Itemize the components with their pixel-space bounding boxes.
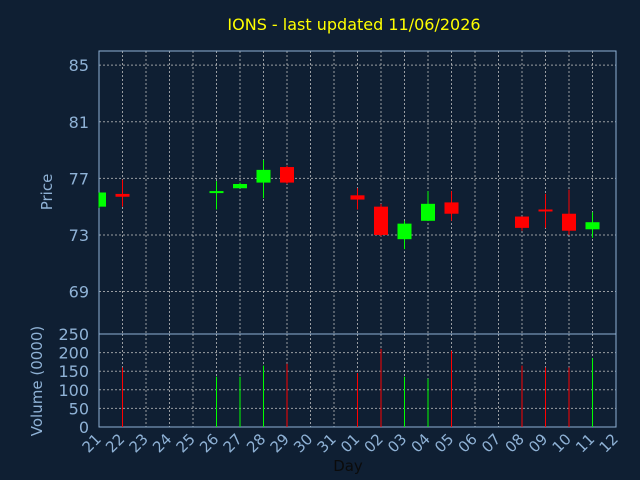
candle-body: [233, 184, 247, 189]
price-y-tick-label: 85: [69, 56, 89, 75]
x-tick-label: 02: [361, 430, 387, 456]
price-y-tick-label: 73: [69, 226, 89, 245]
candle-body: [99, 192, 106, 207]
x-tick-label: 31: [314, 430, 340, 456]
candle-body: [585, 222, 600, 230]
candle-body: [538, 209, 553, 212]
x-tick-label: 27: [220, 430, 246, 456]
candle-body: [280, 167, 294, 183]
x-tick-label: 08: [502, 430, 528, 456]
x-tick-label: 03: [384, 430, 410, 456]
candle-body: [421, 203, 435, 221]
candle-body: [350, 195, 365, 200]
price-y-tick-label: 77: [69, 169, 89, 188]
x-tick-label: 23: [126, 430, 152, 456]
x-tick-label: 25: [173, 430, 199, 456]
x-tick-label: 01: [337, 430, 363, 456]
candle-body: [115, 193, 130, 197]
x-axis-label: Day: [333, 457, 363, 475]
candle-body: [209, 191, 224, 194]
candle-body: [374, 206, 388, 235]
volume-y-tick-label: 250: [58, 325, 89, 344]
volume-y-tick-label: 200: [58, 344, 89, 363]
x-tick-label: 11: [572, 430, 598, 456]
volume-bars: [122, 348, 593, 427]
volume-y-tick-label: 0: [79, 418, 89, 437]
volume-y-tick-label: 50: [69, 399, 89, 418]
price-axis-label: Price: [38, 174, 56, 211]
candle-body: [562, 213, 576, 231]
x-tick-label: 05: [431, 430, 457, 456]
x-tick-label: 28: [243, 430, 269, 456]
x-tick-label: 30: [290, 430, 316, 456]
x-tick-label: 24: [149, 430, 175, 456]
volume-y-tick-label: 150: [58, 362, 89, 381]
candles: [98, 159, 600, 250]
volume-y-tick-label: 100: [58, 381, 89, 400]
volume-axis-label: Volume (0000): [28, 326, 46, 436]
price-y-tick-label: 69: [69, 283, 89, 302]
chart-title: IONS - last updated 11/06/2026: [227, 15, 480, 34]
candle-body: [397, 223, 412, 240]
price-y-tick-label: 81: [69, 113, 89, 132]
candle-body: [515, 216, 529, 228]
x-tick-label: 26: [196, 430, 222, 456]
x-tick-label: 12: [596, 430, 622, 456]
candle-body: [256, 169, 271, 183]
x-ticks: 2122232425262728293031010203040506070809…: [79, 430, 622, 456]
x-tick-label: 04: [408, 430, 434, 456]
x-tick-label: 06: [455, 430, 481, 456]
x-tick-label: 10: [549, 430, 575, 456]
candle-body: [444, 202, 459, 214]
price-y-ticks: 85 81 77 73 69: [69, 56, 89, 301]
x-tick-label: 29: [267, 430, 293, 456]
x-tick-label: 22: [102, 430, 128, 456]
x-tick-label: 07: [478, 430, 504, 456]
x-tick-label: 09: [525, 430, 551, 456]
